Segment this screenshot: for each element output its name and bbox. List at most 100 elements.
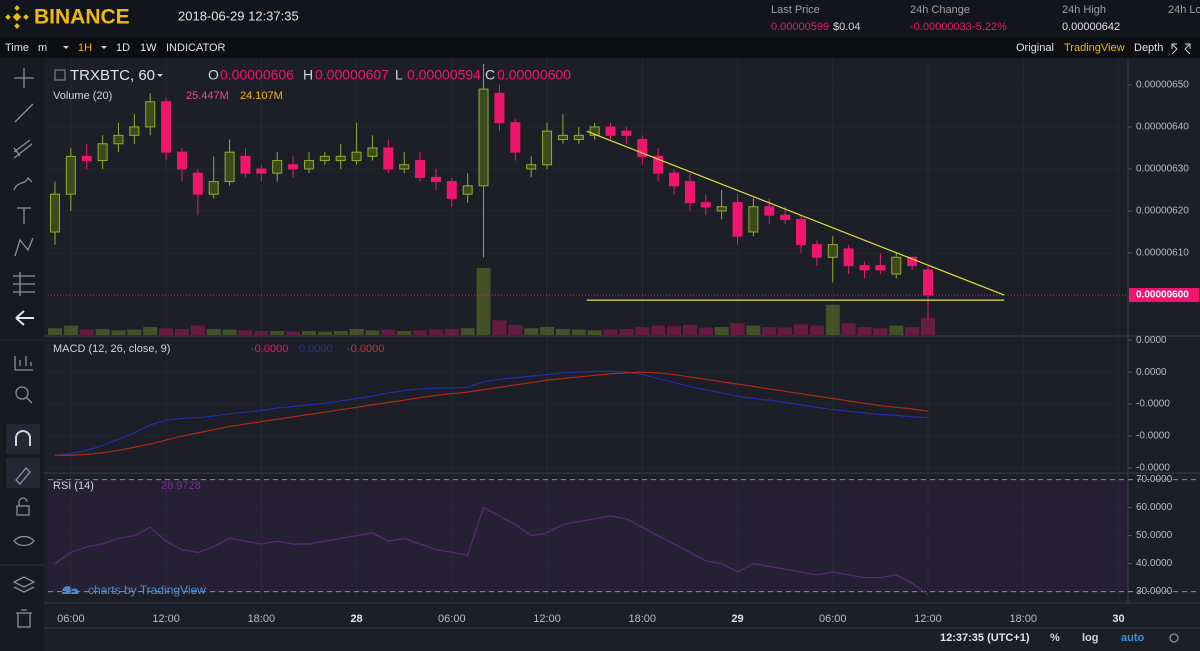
tool-fib[interactable] xyxy=(13,139,33,159)
tool-lock[interactable] xyxy=(16,505,30,516)
toolbar-button[interactable]: 1D xyxy=(116,42,130,54)
toolbar-button[interactable]: INDICATOR xyxy=(166,42,226,54)
stat-value: -5.22% xyxy=(972,21,1007,33)
candle-body xyxy=(494,92,505,124)
candle-body xyxy=(145,101,156,128)
volume-bar xyxy=(841,322,856,335)
view-tab[interactable]: Original xyxy=(1016,42,1054,54)
volume-bar xyxy=(873,328,888,335)
tool-eye[interactable] xyxy=(13,535,35,547)
y-tick-label: 60.0000 xyxy=(1136,502,1173,513)
volume-bar xyxy=(397,330,412,335)
tool-crosshair[interactable] xyxy=(14,68,34,88)
x-tick-label: 29 xyxy=(731,613,743,625)
x-tick-label: 18:00 xyxy=(248,613,276,625)
toolbar-button[interactable]: 1W xyxy=(140,42,157,54)
indicator-value: 28.9728 xyxy=(161,480,201,492)
volume-bar xyxy=(682,324,697,335)
candle-body xyxy=(796,218,807,246)
indicator-line xyxy=(54,506,929,595)
y-tick-label: 0.00000640 xyxy=(1136,122,1189,133)
y-tick-label: 0.00000650 xyxy=(1136,80,1189,91)
tool-lock-draw-bg[interactable] xyxy=(6,458,40,488)
volume-bar xyxy=(349,328,364,335)
volume-bar xyxy=(921,317,935,335)
volume-bar xyxy=(444,328,459,335)
settings-icon[interactable] xyxy=(1169,633,1179,643)
y-tick-label: 30.0000 xyxy=(1136,586,1173,597)
x-tick-label: 12:00 xyxy=(533,613,561,625)
toolbar-button[interactable]: 1H xyxy=(78,42,92,54)
tool-back[interactable] xyxy=(15,310,34,326)
volume-bar xyxy=(714,326,729,335)
price-axis xyxy=(1128,58,1200,603)
volume-bar xyxy=(524,328,539,335)
candle-body xyxy=(399,164,410,170)
volume-bar xyxy=(174,328,189,335)
candle-body xyxy=(81,155,92,162)
ohlc-key: L xyxy=(395,67,403,83)
toolbar-button[interactable]: m xyxy=(38,42,47,54)
y-tick-label: -0.0000 xyxy=(1136,463,1170,474)
x-tick-label: 12:00 xyxy=(152,613,180,625)
indicator-line xyxy=(54,370,929,456)
candle-body xyxy=(208,181,219,195)
volume-bar xyxy=(540,326,555,335)
tool-trash[interactable] xyxy=(16,609,32,628)
scale-button[interactable]: log xyxy=(1082,632,1099,644)
tool-measure[interactable] xyxy=(14,356,33,371)
stat-label: 24h High xyxy=(1062,4,1106,16)
volume-bar xyxy=(79,329,94,335)
scale-button[interactable]: % xyxy=(1050,632,1060,644)
tool-lock-shackle[interactable] xyxy=(18,497,28,506)
candle-body xyxy=(192,172,203,195)
candle-body xyxy=(907,256,918,267)
candle-body xyxy=(478,88,489,187)
left-tools[interactable] xyxy=(0,68,44,628)
tool-prediction[interactable] xyxy=(13,272,35,296)
chart-area xyxy=(44,58,1200,651)
volume-title: Volume (20) xyxy=(53,90,112,102)
tool-zoom[interactable] xyxy=(15,386,29,400)
candle-body xyxy=(557,134,568,141)
toolbar-button[interactable]: Time xyxy=(5,42,29,54)
header-bar xyxy=(0,0,1200,38)
last-price-label: 0.00000600 xyxy=(1136,290,1189,301)
tool-zoom-handle[interactable] xyxy=(25,396,33,404)
candle-body xyxy=(653,155,664,174)
y-tick-label: 70.0000 xyxy=(1136,474,1173,485)
tool-text[interactable] xyxy=(17,207,31,224)
fullscreen-icon[interactable] xyxy=(1171,43,1191,55)
x-tick-label: 12:00 xyxy=(914,613,942,625)
tool-layers[interactable] xyxy=(12,576,36,593)
logo[interactable]: BINANCE xyxy=(34,6,130,29)
indicator-value: -0.0000 xyxy=(251,343,288,355)
ohlc-value: 0.00000600 xyxy=(497,67,571,83)
view-tab[interactable]: Depth xyxy=(1134,42,1163,54)
x-tick-label: 06:00 xyxy=(438,613,466,625)
volume-bar xyxy=(190,325,205,335)
tool-magnet[interactable] xyxy=(15,430,31,446)
view-tab[interactable]: TradingView xyxy=(1064,42,1125,54)
candle-body xyxy=(684,181,695,204)
scale-button[interactable]: auto xyxy=(1121,632,1145,644)
volume-bar xyxy=(635,326,650,335)
tool-line[interactable] xyxy=(14,103,34,123)
tool-brush[interactable] xyxy=(13,176,33,191)
volume-bar xyxy=(730,322,745,335)
candle-body xyxy=(256,168,267,174)
volume-bar xyxy=(238,330,253,335)
volume-bar xyxy=(460,328,475,335)
x-tick-label: 06:00 xyxy=(819,613,847,625)
y-tick-label: 50.0000 xyxy=(1136,530,1173,541)
datetime: 2018-06-29 12:37:35 xyxy=(178,8,299,23)
volume-bar xyxy=(222,329,237,335)
candle-body xyxy=(383,147,394,170)
volume-bar xyxy=(143,326,158,335)
tool-magnet-bg[interactable] xyxy=(6,424,40,454)
candle-body xyxy=(605,126,616,136)
tool-lock-draw[interactable] xyxy=(15,467,31,485)
attribution[interactable]: charts by TradingView xyxy=(88,583,206,597)
tool-pattern[interactable] xyxy=(14,237,34,257)
